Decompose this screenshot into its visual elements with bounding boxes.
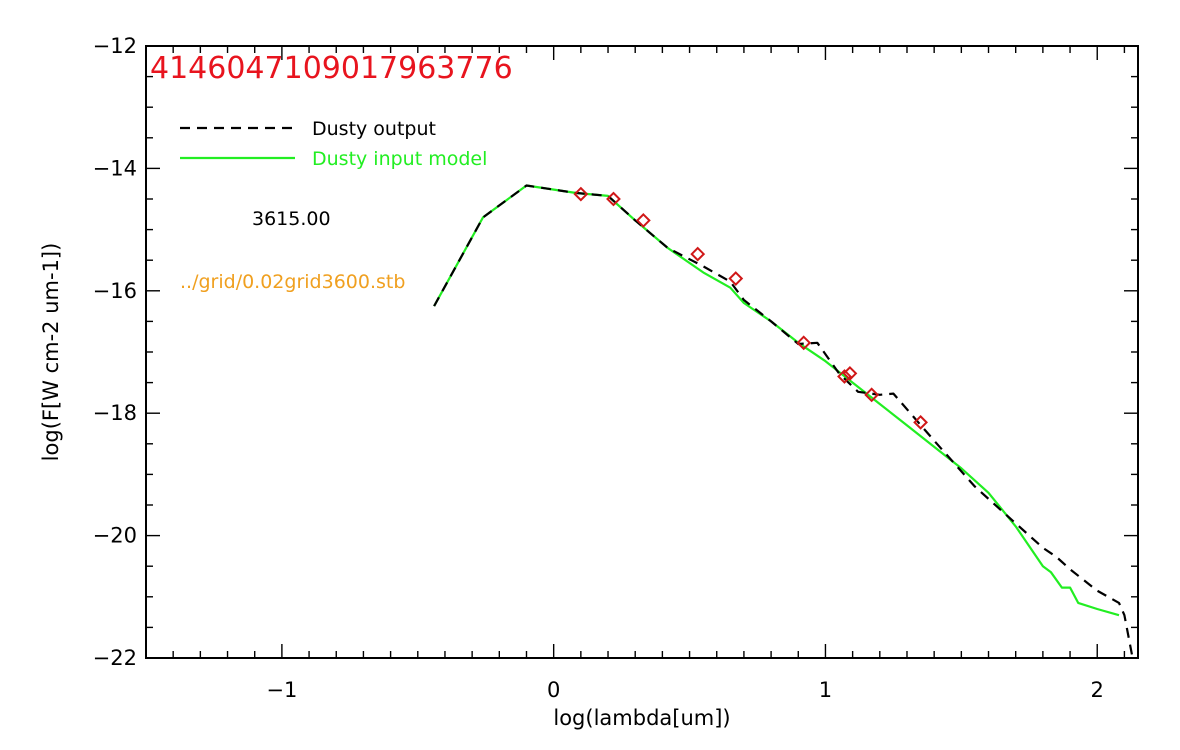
photometry-point [864,387,880,403]
y-tick-label: −16 [93,279,137,303]
tick-labels: −1 0 1 2 −22 −20 −18 −16 −14 −12 [93,34,1104,702]
y-tick-label: −18 [93,401,137,425]
photometry-point [728,271,744,286]
y-tick-label: −12 [93,34,137,58]
y-tick-label: −14 [93,156,137,180]
x-tick-label: 2 [1091,678,1104,702]
grid-file-annotation: ../grid/0.02grid3600.stb [180,271,405,293]
x-axis-label: log(lambda[um]) [553,706,730,730]
series-line-dusty-output [433,184,1134,659]
photometry-point [635,213,651,228]
photometry-point [690,246,706,262]
photometry-point [573,186,589,202]
photometry-markers [573,186,928,430]
plot-frame [145,45,1139,659]
photometry-point [837,369,852,384]
legend-label-dusty-input: Dusty input model [312,148,487,170]
photometry-point [913,414,928,430]
y-axis-label: log(F[W cm-2 um-1]) [39,243,63,462]
x-tick-label: −1 [266,678,297,702]
photometry-point [606,191,621,207]
legend: Dusty output Dusty input model [180,118,487,170]
series-line-dusty-input [433,184,1120,617]
y-tick-label: −20 [93,524,137,548]
chart-title: 4146047109017963776 [150,51,513,86]
legend-label-dusty-output: Dusty output [312,118,436,140]
y-tick-label: −22 [93,646,137,670]
plot-curves [433,184,1134,659]
photometry-point [796,335,812,351]
photometry-point [842,366,858,381]
x-tick-label: 0 [547,678,560,702]
temperature-annotation: 3615.00 [252,208,331,230]
x-tick-label: 1 [819,678,832,702]
